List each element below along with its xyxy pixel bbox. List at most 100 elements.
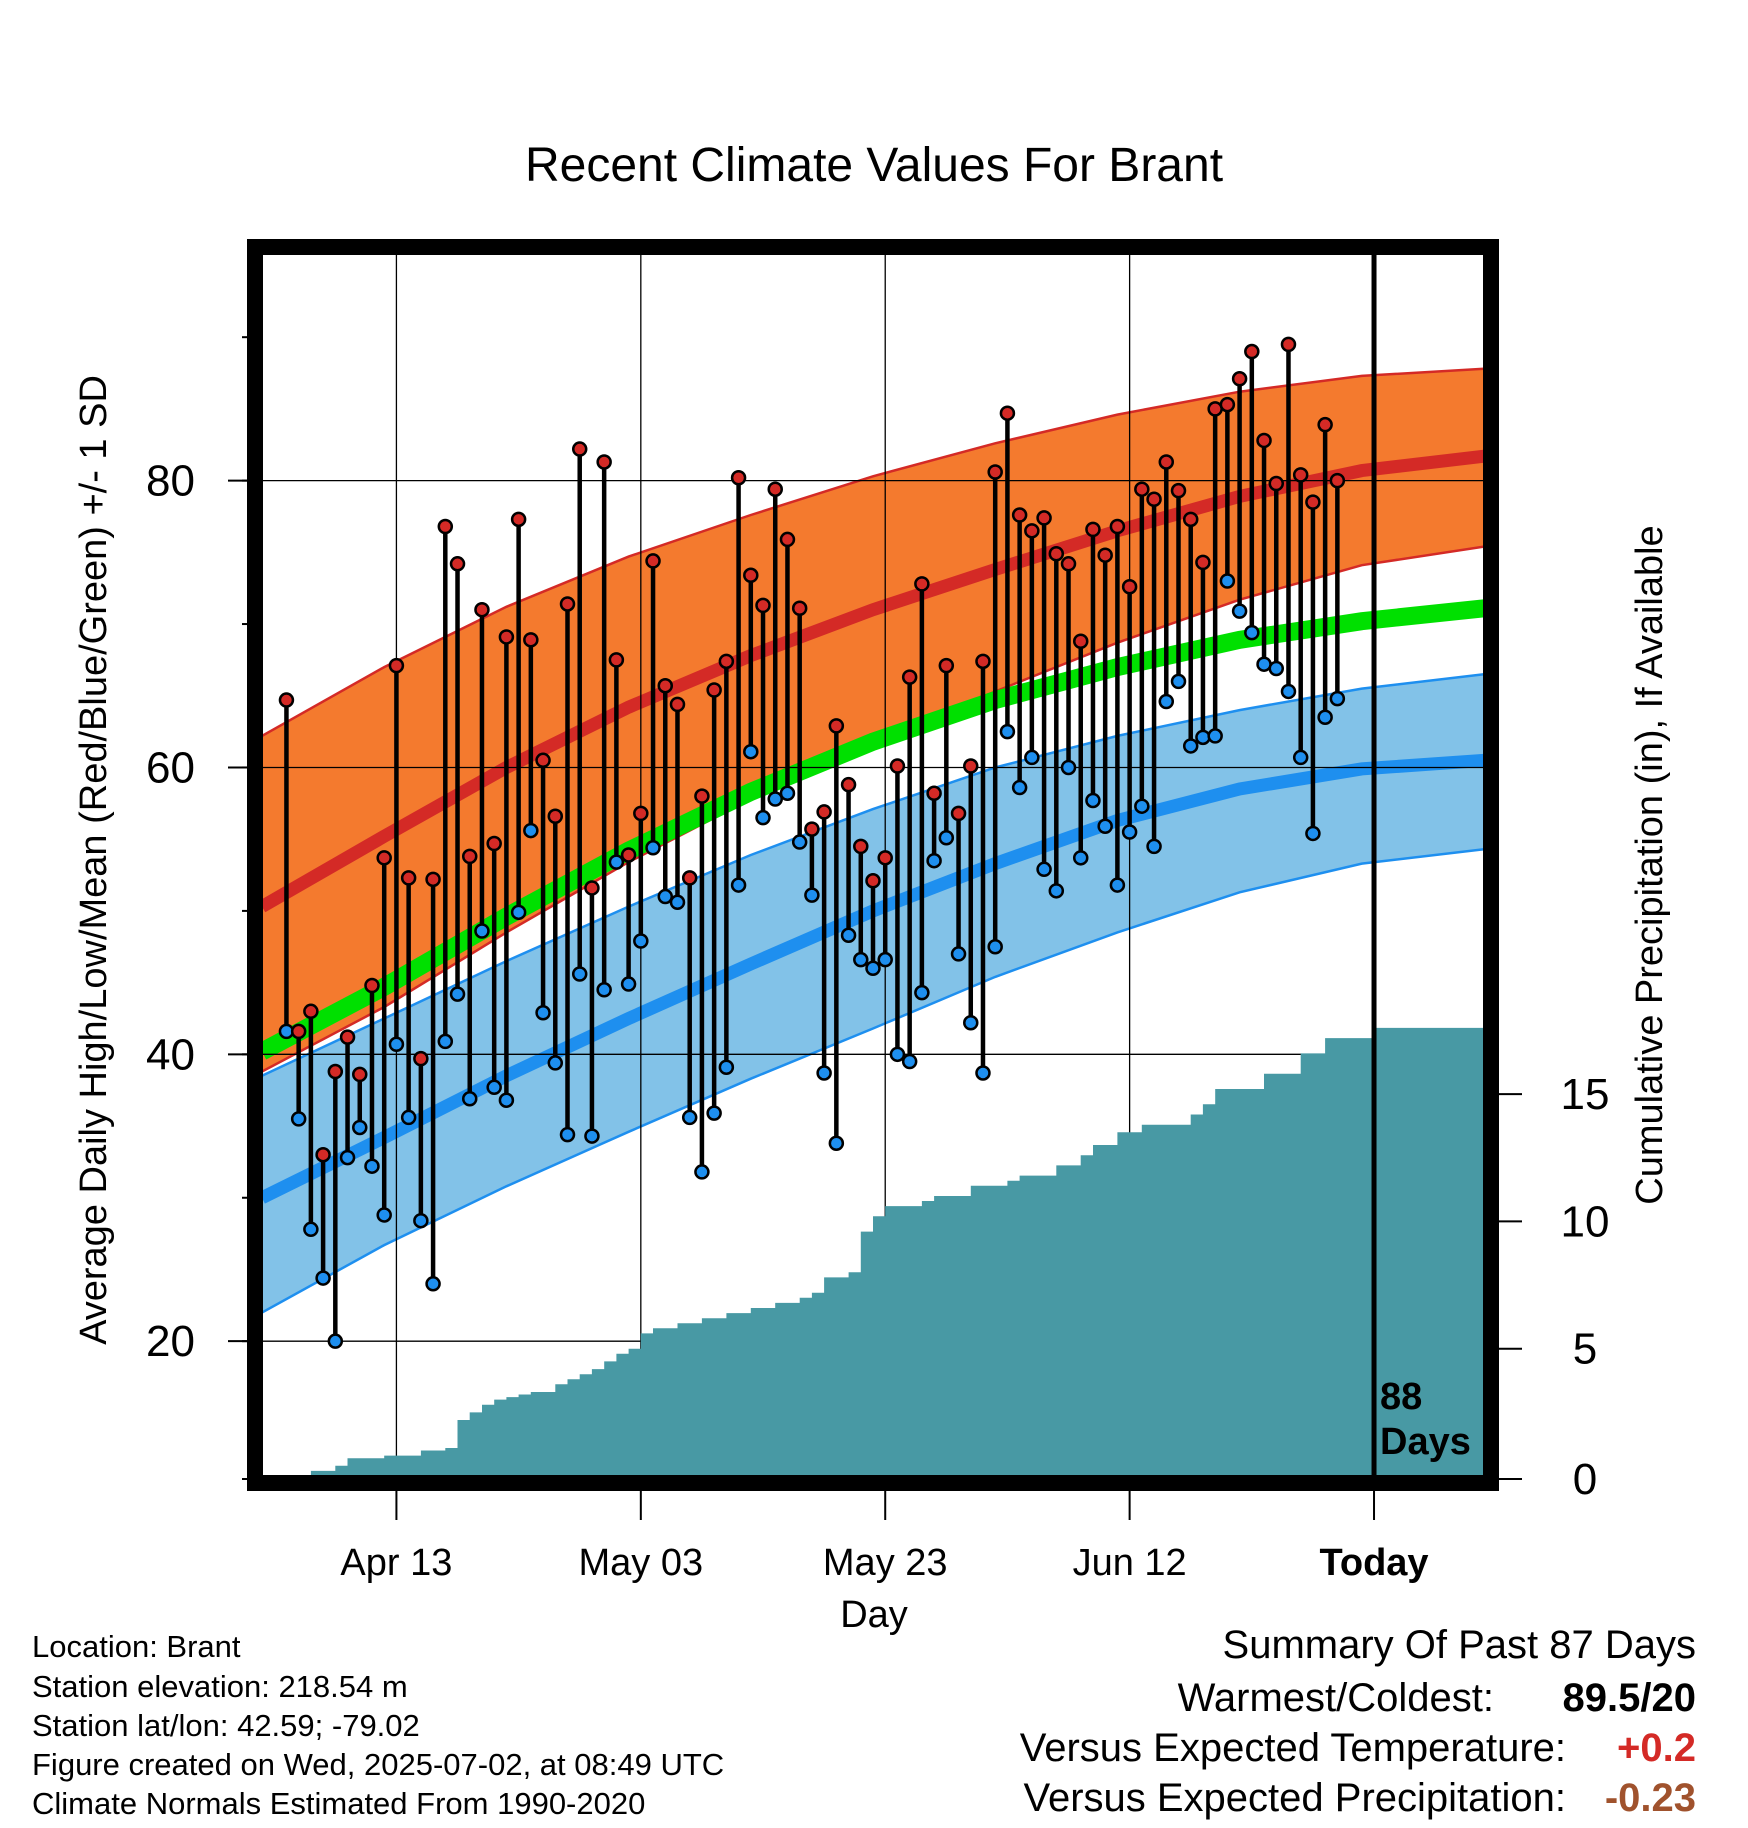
- high-dot: [1134, 481, 1150, 497]
- high-dot: [1292, 467, 1309, 483]
- y-left-tick-label: 60: [146, 743, 195, 792]
- high-dot: [339, 1029, 356, 1045]
- high-dot: [1011, 507, 1028, 523]
- high-dot: [388, 657, 405, 674]
- high-dot: [633, 805, 649, 822]
- high-dot: [1121, 579, 1138, 595]
- low-dot: [657, 888, 674, 905]
- x-tick-label: Jun 12: [1073, 1542, 1187, 1584]
- low-dot: [498, 1092, 515, 1108]
- low-dot: [1219, 573, 1236, 589]
- low-dot: [1060, 759, 1077, 776]
- high-dot: [1244, 343, 1260, 360]
- x-tick-label: May 03: [579, 1542, 704, 1584]
- high-dot: [755, 597, 771, 614]
- low-dot: [914, 984, 930, 1001]
- plot-frame: [247, 239, 1499, 1491]
- low-dot: [339, 1149, 356, 1166]
- y-right-tick-label: 5: [1573, 1325, 1597, 1374]
- x-tick-label: May 23: [823, 1542, 948, 1584]
- y-right-tick-label: 0: [1573, 1455, 1597, 1504]
- high-dot: [999, 405, 1016, 421]
- low-dot: [755, 809, 771, 826]
- right-axis: 0 5 10 15: [1491, 1070, 1609, 1504]
- high-dot: [950, 805, 967, 822]
- high-dot: [816, 804, 832, 820]
- high-dot: [1219, 396, 1236, 413]
- low-dot: [681, 1109, 698, 1126]
- low-sd-band: [262, 674, 1484, 1313]
- high-dot: [1109, 518, 1126, 535]
- high-dot: [694, 788, 710, 804]
- summary-title: Summary Of Past 87 Days: [1223, 1623, 1696, 1667]
- low-dot: [1182, 738, 1199, 754]
- low-dot: [963, 1015, 979, 1031]
- high-dot: [706, 682, 722, 698]
- summary-precip-label: Versus Expected Precipitation:: [1023, 1776, 1566, 1820]
- high-dot: [804, 821, 820, 837]
- low-dot: [303, 1221, 319, 1238]
- low-dot: [1317, 709, 1333, 726]
- high-dot: [767, 481, 783, 497]
- chart-title: Recent Climate Values For Brant: [525, 139, 1223, 192]
- low-dot: [633, 933, 649, 949]
- low-dot: [547, 1055, 564, 1071]
- high-dot: [596, 454, 612, 470]
- high-dot: [425, 871, 441, 888]
- high-dot: [743, 567, 759, 584]
- plot-area: [262, 254, 1484, 1476]
- info-created: Figure created on Wed, 2025-07-02, at 08…: [32, 1747, 724, 1782]
- high-dot: [828, 718, 845, 734]
- high-dot: [645, 553, 661, 569]
- high-dot: [608, 652, 625, 668]
- high-dot: [1256, 432, 1272, 449]
- low-dot: [1036, 861, 1052, 878]
- high-dot: [718, 653, 735, 670]
- high-dot: [327, 1063, 344, 1080]
- low-dot: [1244, 624, 1260, 641]
- high-dot: [498, 629, 515, 645]
- high-dot: [559, 596, 576, 612]
- x-axis: Apr 13 May 03 May 23 Jun 12 Today: [340, 1491, 1429, 1584]
- low-dot: [999, 723, 1016, 740]
- high-dot: [1048, 546, 1065, 562]
- mean-normal-line: [262, 599, 1484, 1060]
- high-dot: [303, 1003, 319, 1020]
- days-label: Days: [1380, 1421, 1471, 1463]
- high-dot: [1317, 416, 1333, 433]
- low-dot: [645, 840, 661, 856]
- low-dot: [840, 927, 857, 944]
- low-dot: [804, 887, 820, 903]
- low-dot: [865, 960, 881, 977]
- low-dot: [779, 785, 796, 802]
- x-tick-label: Today: [1319, 1542, 1428, 1584]
- low-dot: [1121, 824, 1138, 840]
- low-dot: [1195, 729, 1211, 746]
- low-dot: [1048, 883, 1065, 899]
- low-dot: [461, 1091, 478, 1107]
- low-dot: [975, 1065, 991, 1081]
- low-dot: [608, 854, 625, 870]
- low-dot: [987, 939, 1003, 955]
- low-dot: [620, 976, 637, 992]
- high-dot: [1268, 475, 1285, 492]
- high-upper-line: [262, 367, 1484, 737]
- high-dot: [437, 518, 454, 535]
- high-dot: [1085, 521, 1101, 538]
- low-dot: [388, 1036, 405, 1053]
- low-dot: [364, 1158, 380, 1174]
- low-dot: [1158, 693, 1175, 710]
- info-elevation: Station elevation: 218.54 m: [32, 1669, 408, 1704]
- high-dot: [1231, 371, 1248, 387]
- low-dot: [694, 1164, 710, 1180]
- y-left-tick-label: 80: [146, 457, 195, 506]
- low-dot: [828, 1135, 845, 1151]
- y-left-tick-label: 40: [146, 1030, 195, 1079]
- high-dot: [1195, 554, 1211, 571]
- high-dot: [657, 677, 674, 694]
- high-dot: [290, 1023, 307, 1040]
- low-dot: [1207, 728, 1223, 744]
- low-dot: [938, 829, 955, 846]
- low-dot: [315, 1270, 331, 1286]
- low-dot: [889, 1046, 906, 1063]
